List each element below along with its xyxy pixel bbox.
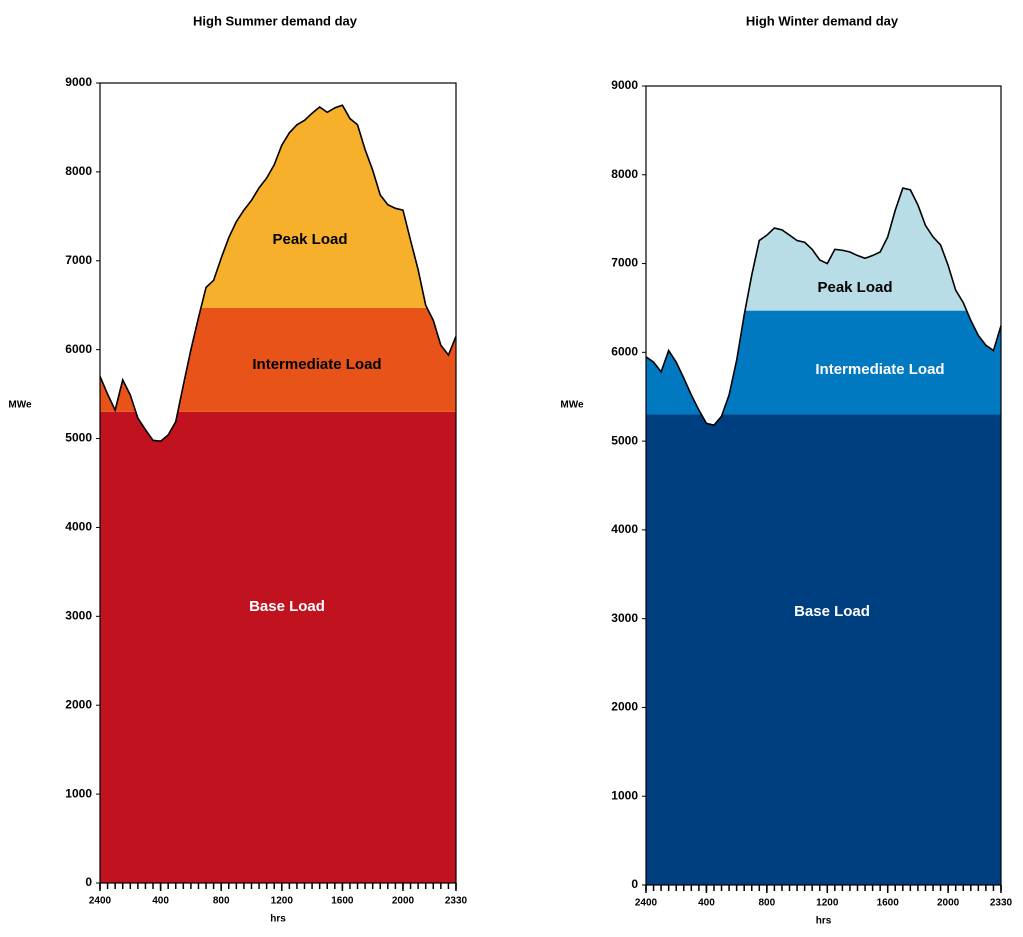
x-axis-label: hrs <box>816 916 832 927</box>
chart-title: High Winter demand day <box>746 13 899 28</box>
y-tick-label: 5000 <box>611 433 638 447</box>
y-tick-label: 2000 <box>611 700 638 714</box>
x-tick-label: 400 <box>698 898 715 909</box>
load-band <box>100 105 456 308</box>
load-band <box>100 411 456 883</box>
band-label: Base Load <box>249 598 325 615</box>
load-band <box>646 188 1001 311</box>
y-tick-label: 6000 <box>65 342 92 356</box>
y-tick-label: 7000 <box>65 253 92 267</box>
y-tick-label: 8000 <box>611 167 638 181</box>
y-tick-label: 3000 <box>611 611 638 625</box>
bands <box>646 188 1001 885</box>
demand-line <box>645 187 1002 427</box>
x-tick-label: 800 <box>759 898 776 909</box>
band-label: Base Load <box>794 603 870 620</box>
x-tick-label: 1200 <box>816 898 839 909</box>
y-tick-label: 1000 <box>65 786 92 800</box>
y-tick-label: 4000 <box>611 522 638 536</box>
band-label: Peak Load <box>272 231 347 248</box>
y-tick-label: 3000 <box>65 609 92 623</box>
y-tick-label: 9000 <box>611 78 638 92</box>
x-tick-label: 2400 <box>635 898 658 909</box>
y-tick-label: 1000 <box>611 788 638 802</box>
x-tick-label: 2000 <box>937 898 960 909</box>
demand-line <box>99 104 457 443</box>
y-tick-label: 7000 <box>611 256 638 270</box>
y-tick-label: 5000 <box>65 431 92 445</box>
x-tick-label: 2330 <box>990 898 1013 909</box>
chart-title: High Summer demand day <box>193 13 358 28</box>
bands <box>100 105 456 883</box>
x-tick-label: 1600 <box>877 898 900 909</box>
y-tick-label: 0 <box>85 875 92 889</box>
y-axis-label: MWe <box>560 400 584 411</box>
band-label: Intermediate Load <box>252 356 381 373</box>
x-tick-label: 400 <box>152 896 169 907</box>
plot-frame <box>645 85 1002 886</box>
x-tick-label: 2000 <box>392 896 415 907</box>
y-axis-label: MWe <box>8 400 32 411</box>
y-tick-label: 6000 <box>611 345 638 359</box>
plot-frame <box>99 82 457 884</box>
load-band <box>646 414 1001 885</box>
y-tick-label: 4000 <box>65 520 92 534</box>
y-tick-label: 2000 <box>65 697 92 711</box>
band-label: Intermediate Load <box>815 361 944 378</box>
x-tick-label: 1200 <box>271 896 294 907</box>
x-tick-label: 800 <box>213 896 230 907</box>
y-tick-label: 0 <box>631 877 638 891</box>
band-label: Peak Load <box>817 279 892 296</box>
x-tick-label: 2400 <box>89 896 112 907</box>
y-tick-label: 8000 <box>65 164 92 178</box>
x-tick-label: 2330 <box>445 896 468 907</box>
x-tick-label: 1600 <box>331 896 354 907</box>
x-axis-label: hrs <box>270 914 286 925</box>
y-tick-label: 9000 <box>65 75 92 89</box>
